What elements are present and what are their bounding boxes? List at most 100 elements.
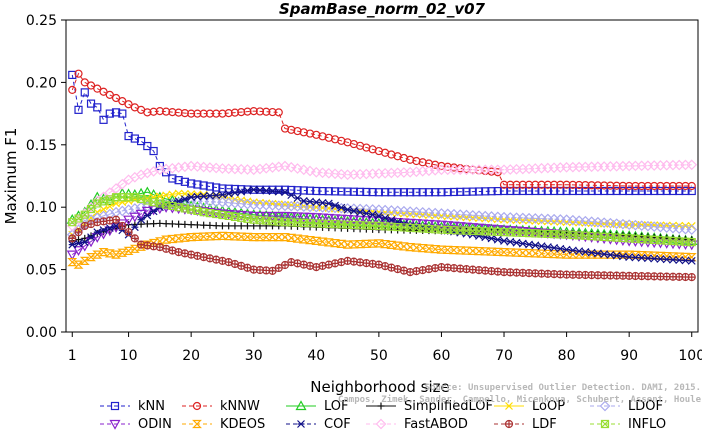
point-knnw-76 bbox=[537, 180, 546, 189]
point-kdeos-31 bbox=[255, 233, 265, 242]
point-kdeos-41 bbox=[317, 237, 328, 246]
point-knn-62 bbox=[449, 187, 459, 197]
point-simplifiedlof-33 bbox=[268, 222, 276, 230]
point-cof-35 bbox=[281, 188, 289, 197]
point-knn-99 bbox=[681, 186, 690, 196]
point-cof-23 bbox=[205, 191, 214, 200]
point-odin-43 bbox=[329, 214, 341, 225]
point-cof-22 bbox=[199, 192, 208, 201]
point-knn-25 bbox=[218, 184, 227, 193]
point-knn-80 bbox=[562, 186, 571, 196]
point-simplifiedlof-22 bbox=[200, 221, 208, 229]
point-odin-4 bbox=[85, 237, 97, 248]
point-knnw-10 bbox=[124, 100, 133, 109]
point-loop-16 bbox=[162, 191, 171, 200]
point-knn-20 bbox=[187, 179, 196, 188]
point-cof-68 bbox=[487, 234, 496, 243]
point-knn-63 bbox=[456, 187, 465, 196]
point-lof-12 bbox=[135, 187, 147, 198]
point-kdeos-52 bbox=[386, 240, 397, 249]
point-simplifiedlof-17 bbox=[168, 220, 176, 228]
legend-label-inflo: INFLO bbox=[628, 417, 666, 432]
point-kdeos-64 bbox=[461, 246, 472, 255]
point-kdeos-76 bbox=[536, 249, 547, 258]
point-cof-46 bbox=[349, 207, 358, 215]
point-knn-75 bbox=[531, 186, 540, 196]
point-knn-3 bbox=[80, 88, 89, 97]
point-cof-3 bbox=[80, 238, 89, 247]
point-kdeos-57 bbox=[417, 244, 428, 253]
point-simplifiedlof-2 bbox=[75, 236, 83, 244]
point-knnw-21 bbox=[193, 109, 202, 118]
point-knn-72 bbox=[512, 186, 521, 196]
point-knn-7 bbox=[105, 109, 114, 118]
point-cof-40 bbox=[312, 198, 321, 207]
point-knn-65 bbox=[468, 187, 477, 196]
point-cof-76 bbox=[537, 242, 546, 251]
point-odin-36 bbox=[285, 212, 297, 222]
legend-marker-ldof bbox=[599, 400, 611, 412]
point-lof-31 bbox=[254, 209, 266, 220]
point-knnw-1 bbox=[68, 85, 77, 94]
point-knnw-29 bbox=[243, 107, 252, 116]
point-cof-19 bbox=[180, 195, 189, 204]
legend-marker-ldf bbox=[504, 419, 514, 429]
point-knnw-83 bbox=[581, 181, 590, 190]
legend-label-odin: ODIN bbox=[138, 417, 172, 432]
point-fastabod-100 bbox=[686, 159, 698, 171]
legend-label-kdeos: KDEOS bbox=[220, 417, 265, 432]
legend: kNN kNNW LOF SimplifiedLOF LoOP LDOF ODIN KDEOS… bbox=[100, 399, 666, 432]
point-knnw-30 bbox=[249, 107, 258, 116]
legend-marker-lof bbox=[295, 400, 307, 411]
point-cof-29 bbox=[243, 186, 252, 195]
point-cof-84 bbox=[587, 248, 596, 257]
point-ldf-10 bbox=[124, 228, 133, 237]
point-odin-40 bbox=[310, 213, 322, 223]
point-kdeos-75 bbox=[530, 249, 541, 258]
point-cof-71 bbox=[506, 237, 515, 246]
point-cof-90 bbox=[625, 253, 634, 262]
y-tick-label-4: 0.20 bbox=[26, 75, 57, 91]
point-knnw-14 bbox=[149, 107, 158, 116]
point-kdeos-67 bbox=[480, 247, 491, 256]
point-kdeos-28 bbox=[236, 232, 247, 241]
point-odin-49 bbox=[367, 216, 379, 227]
point-cof-20 bbox=[187, 193, 196, 202]
legend-label-ldf: LDF bbox=[532, 417, 557, 432]
point-cof-94 bbox=[650, 254, 659, 263]
point-simplifiedlof-20 bbox=[187, 221, 195, 229]
point-cof-92 bbox=[637, 253, 646, 262]
point-knn-38 bbox=[299, 186, 308, 195]
series-fastabod bbox=[66, 159, 698, 232]
point-knn-95 bbox=[656, 186, 665, 196]
point-knn-41 bbox=[318, 187, 327, 196]
point-knnw-7 bbox=[105, 90, 114, 99]
point-cof-97 bbox=[669, 255, 677, 264]
point-kdeos-24 bbox=[211, 232, 222, 241]
point-simplifiedlof-23 bbox=[206, 221, 214, 229]
point-loop-20 bbox=[187, 190, 196, 199]
point-kdeos-56 bbox=[411, 243, 422, 252]
point-odin-11 bbox=[129, 212, 141, 223]
point-kdeos-20 bbox=[186, 233, 197, 242]
point-cof-87 bbox=[606, 250, 615, 259]
point-cof-27 bbox=[231, 188, 239, 197]
point-cof-82 bbox=[575, 247, 584, 256]
point-knnw-79 bbox=[556, 180, 565, 189]
point-kdeos-18 bbox=[173, 234, 184, 243]
point-simplifiedlof-18 bbox=[175, 220, 183, 228]
point-knnw-95 bbox=[656, 181, 665, 191]
point-ldf-2 bbox=[74, 228, 83, 237]
point-loop-17 bbox=[168, 190, 177, 199]
legend-item-knnw: kNNW bbox=[182, 399, 260, 414]
point-knnw-91 bbox=[631, 181, 640, 191]
point-cof-72 bbox=[512, 238, 521, 247]
point-kdeos-34 bbox=[273, 233, 284, 242]
y-axis-title: Maximum F1 bbox=[2, 128, 20, 225]
point-fastabod-9 bbox=[116, 178, 128, 190]
point-knn-5 bbox=[93, 103, 102, 112]
point-knn-55 bbox=[406, 188, 415, 197]
point-ldf-11 bbox=[130, 234, 139, 243]
point-odin-39 bbox=[304, 212, 316, 223]
legend-item-odin: ODIN bbox=[100, 417, 172, 432]
